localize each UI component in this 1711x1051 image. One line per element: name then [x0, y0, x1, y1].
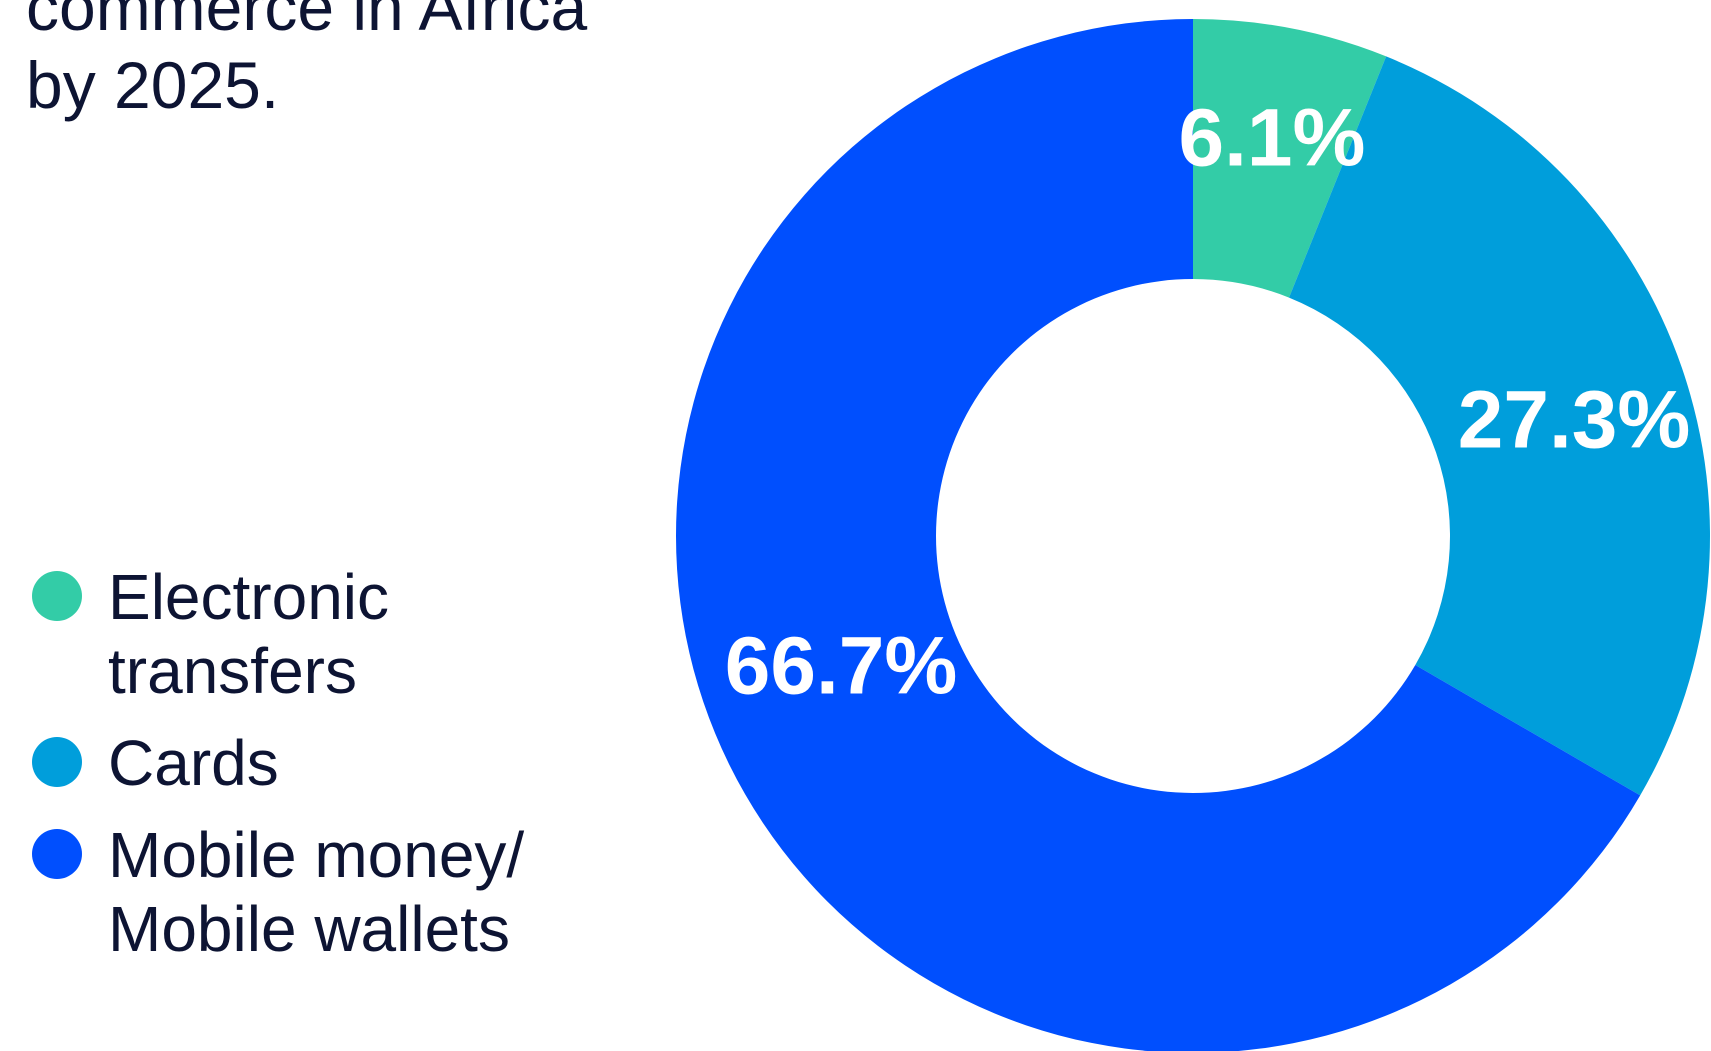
legend-dot-electronic-transfers — [32, 571, 82, 621]
donut-slices — [676, 19, 1710, 1051]
legend-item-electronic-transfers: Electronic transfers — [32, 560, 608, 708]
legend-label-line: Mobile wallets — [108, 893, 510, 965]
legend-item-mobile-money: Mobile money/ Mobile wallets — [32, 818, 608, 966]
legend-label-mobile-money: Mobile money/ Mobile wallets — [108, 818, 608, 966]
legend-label-cards: Cards — [108, 726, 608, 800]
legend-label-line: transfers — [108, 635, 357, 707]
legend-label-line: Mobile money/ — [108, 819, 525, 891]
legend-label-line: Electronic — [108, 561, 389, 633]
legend-label-line: Cards — [108, 727, 279, 799]
slice-label-cards: 27.3% — [1458, 375, 1691, 466]
slice-label-electronic-transfers: 6.1% — [1179, 93, 1366, 184]
legend-label-electronic-transfers: Electronic transfers — [108, 560, 608, 708]
heading-line-2: commerce in Africa — [26, 0, 588, 44]
donut-slice-labels: 6.1% 27.3% 66.7% — [725, 93, 1691, 712]
chart-legend: Electronic transfers Cards Mobile money/… — [32, 560, 608, 984]
slice-label-mobile-money: 66.7% — [725, 621, 958, 712]
donut-slice-mobile-money — [676, 19, 1641, 1051]
donut-slice-cards — [1289, 56, 1710, 796]
legend-dot-cards — [32, 737, 82, 787]
chart-heading: commerce in Africa by 2025. — [26, 0, 587, 124]
heading-line-3: by 2025. — [26, 48, 280, 122]
legend-dot-mobile-money — [32, 829, 82, 879]
legend-item-cards: Cards — [32, 726, 608, 800]
donut-slice-electronic-transfers — [1193, 19, 1387, 298]
